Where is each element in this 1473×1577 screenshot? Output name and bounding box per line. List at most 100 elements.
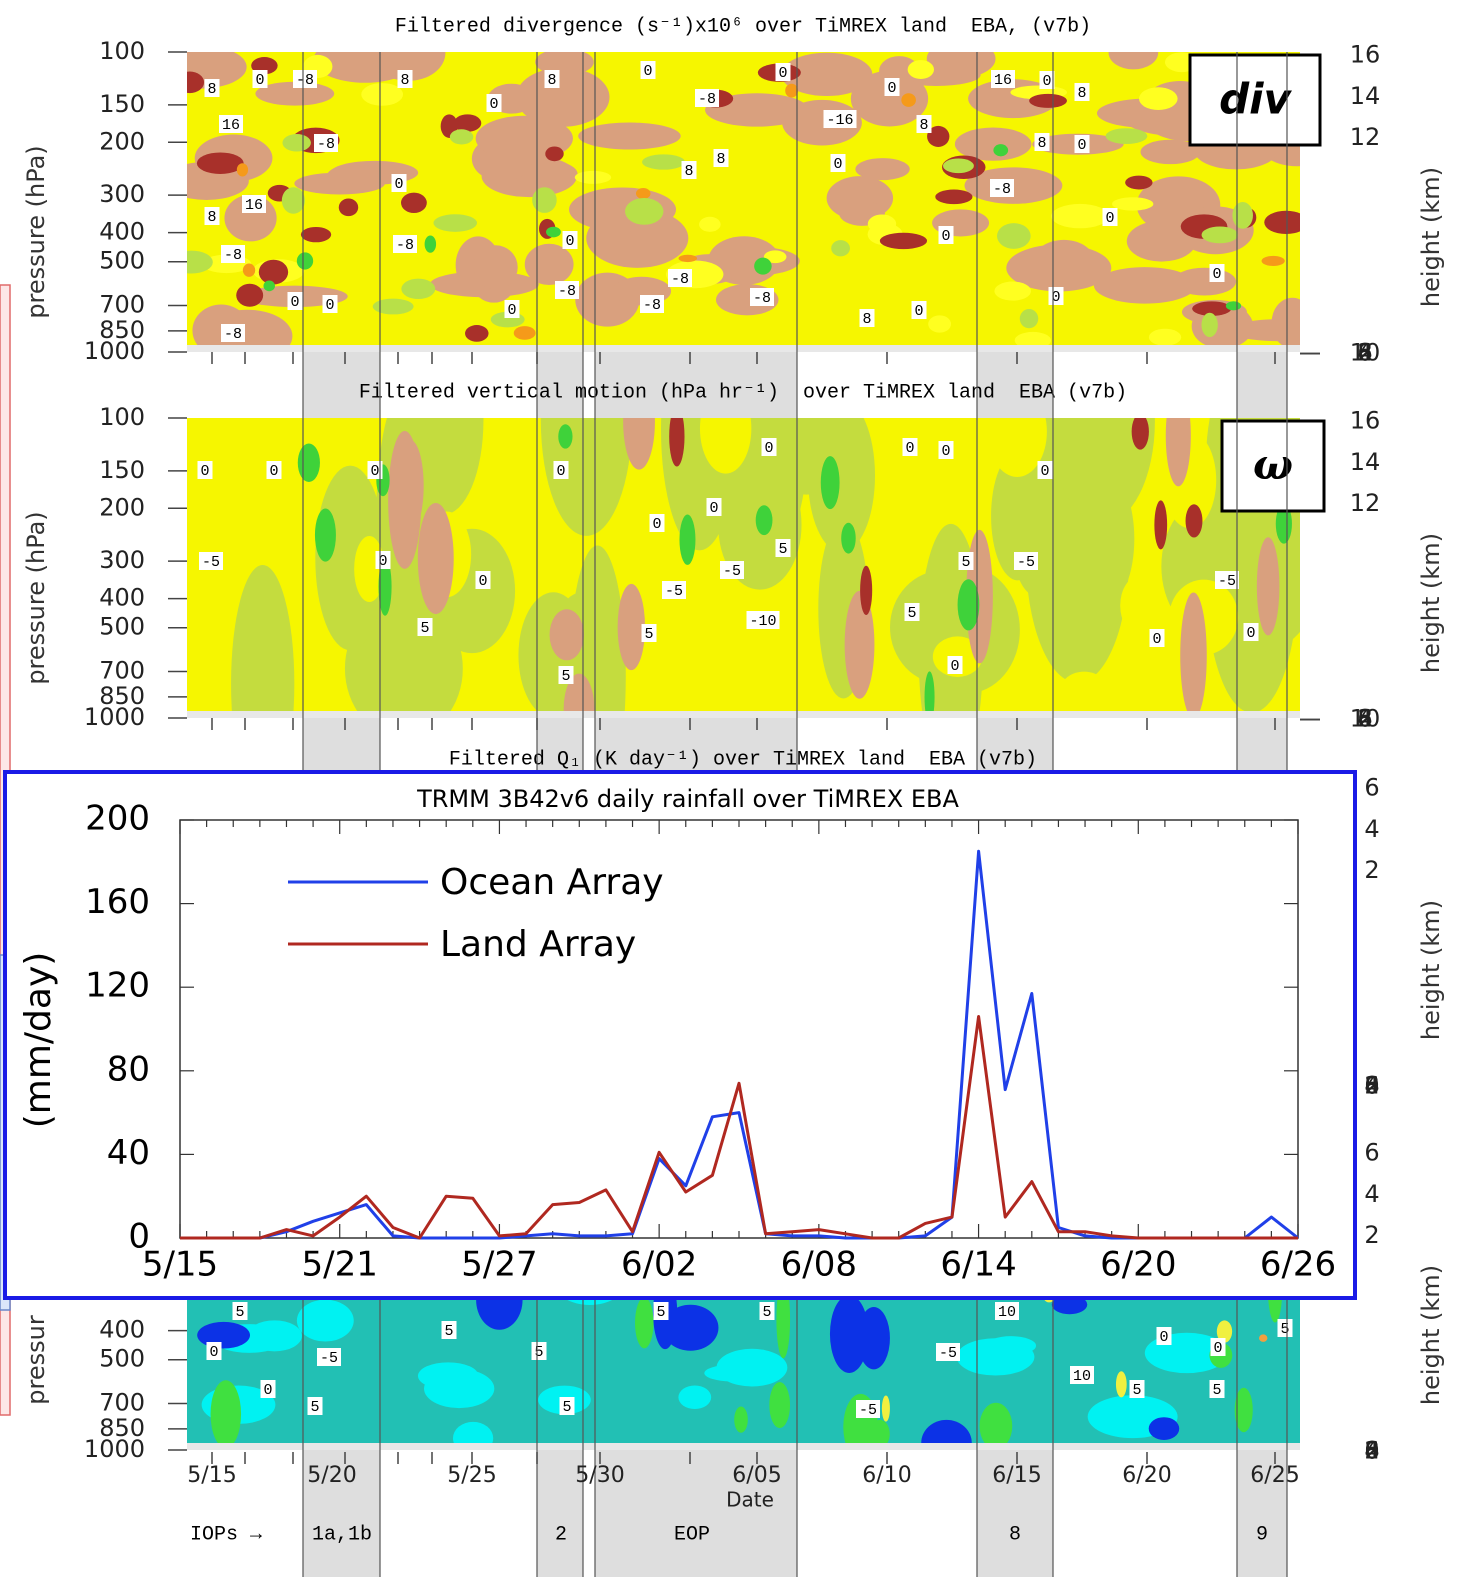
y-tick-label: 1000 bbox=[84, 703, 145, 731]
contour-label: 8 bbox=[862, 311, 871, 328]
y2-tick-label: 8 bbox=[1364, 1437, 1379, 1465]
contour-label: -5 bbox=[939, 1345, 957, 1362]
contour-label: 0 bbox=[1246, 625, 1255, 642]
x-tick-label: 6/26 bbox=[1260, 1245, 1336, 1285]
contour-label-box bbox=[775, 63, 791, 81]
contour-region bbox=[236, 163, 249, 177]
contour-region bbox=[820, 456, 840, 510]
y2-tick-label: 0 bbox=[1364, 1437, 1379, 1465]
contour-label: 0 bbox=[200, 463, 209, 480]
y2-tick-label: 4 bbox=[1357, 339, 1372, 367]
contour-region bbox=[242, 263, 256, 277]
contour-label: 8 bbox=[547, 72, 556, 89]
y-tick-label: 850 bbox=[99, 1414, 145, 1442]
contour-label: 0 bbox=[565, 233, 574, 250]
contour-label-box bbox=[884, 78, 900, 96]
contour-label: 0 bbox=[394, 176, 403, 193]
y-tick-label: 300 bbox=[99, 546, 145, 574]
contour-label-box bbox=[1034, 133, 1050, 151]
contour-region bbox=[236, 283, 264, 307]
y2-tick-label: 6 bbox=[1364, 1139, 1379, 1167]
contour-region bbox=[187, 71, 205, 94]
contour-region bbox=[453, 114, 482, 132]
contour-region bbox=[1050, 418, 1155, 524]
contour-label-box bbox=[995, 1302, 1019, 1320]
contour-region bbox=[844, 590, 875, 699]
contour-region bbox=[625, 198, 664, 225]
y2-tick-label: 6 bbox=[1364, 1072, 1379, 1100]
contour-label: 5 bbox=[534, 1344, 543, 1361]
contour-region bbox=[986, 1336, 1037, 1356]
contour-label: 5 bbox=[656, 1304, 665, 1321]
contour-region bbox=[1264, 210, 1300, 235]
contour-label-box bbox=[441, 1321, 457, 1339]
contour-region bbox=[296, 252, 314, 270]
y-axis-title: pressure (hPa) bbox=[22, 145, 50, 318]
contour-label: 8 bbox=[207, 81, 216, 98]
contour-region bbox=[251, 57, 278, 75]
contour-label-box bbox=[531, 1342, 547, 1360]
contour-label-box bbox=[1215, 571, 1239, 589]
contour-label: 8 bbox=[1077, 85, 1086, 102]
y2-tick-label: 4 bbox=[1364, 1072, 1379, 1100]
iop-name: 9 bbox=[1256, 1523, 1268, 1546]
contour-label: 8 bbox=[207, 209, 216, 226]
contour-label-box bbox=[252, 70, 268, 88]
contour-label: 8 bbox=[919, 117, 928, 134]
plot-bottom-strip bbox=[187, 711, 1300, 718]
contour-label: 0 bbox=[652, 516, 661, 533]
contour-label-box bbox=[1209, 1380, 1225, 1398]
iop-name: 2 bbox=[555, 1523, 567, 1546]
contour-label: 8 bbox=[1037, 135, 1046, 152]
contour-region bbox=[315, 465, 386, 651]
contour-region bbox=[907, 60, 934, 80]
contour-region bbox=[370, 52, 446, 81]
contour-label-box bbox=[859, 309, 875, 327]
y2-tick-label: 2 bbox=[1357, 339, 1372, 367]
contour-label: -8 bbox=[558, 283, 576, 300]
y-tick-label: 150 bbox=[99, 90, 145, 118]
contour-region bbox=[558, 424, 573, 449]
y2-tick-label: 16 bbox=[1350, 407, 1381, 435]
y-tick-label: 1000 bbox=[84, 337, 145, 365]
contour-label: 0 bbox=[507, 302, 516, 319]
contour-label: -5 bbox=[859, 1402, 877, 1419]
chart-title: TRMM 3B42v6 daily rainfall over TiMREX E… bbox=[416, 785, 959, 813]
contour-label-box bbox=[322, 295, 338, 313]
contour-region bbox=[1029, 93, 1067, 108]
y2-tick-label: 14 bbox=[1350, 82, 1381, 110]
contour-label-box bbox=[553, 461, 569, 479]
y2-tick-label: 4 bbox=[1364, 1437, 1379, 1465]
contour-label-box bbox=[640, 295, 664, 313]
contour-region bbox=[881, 1395, 890, 1422]
panel-title: Filtered divergence (s⁻¹)x10⁶ over TiMRE… bbox=[395, 15, 1091, 38]
contour-label: 10 bbox=[1073, 1368, 1091, 1385]
contour-label: -8 bbox=[296, 72, 314, 89]
contour-region bbox=[860, 565, 873, 616]
contour-region bbox=[546, 226, 561, 238]
contour-label-box bbox=[367, 461, 383, 479]
contour-label-box bbox=[317, 1348, 341, 1366]
contour-region bbox=[1154, 500, 1168, 550]
contour-label-box bbox=[562, 231, 578, 249]
y2-tick-label: 6 bbox=[1364, 1437, 1379, 1465]
contour-label: 0 bbox=[887, 80, 896, 97]
panel-tag: ω bbox=[1253, 440, 1293, 489]
contour-region bbox=[993, 144, 1009, 157]
contour-label: 0 bbox=[1040, 463, 1049, 480]
contour-region bbox=[574, 170, 612, 184]
x-tick-label: 5/15 bbox=[187, 1463, 236, 1488]
contour-region bbox=[763, 250, 787, 264]
plot-bottom-strip bbox=[187, 345, 1300, 352]
contour-label: 8 bbox=[400, 72, 409, 89]
contour-label: 0 bbox=[905, 440, 914, 457]
contour-region bbox=[927, 125, 950, 147]
contour-label: 0 bbox=[263, 1382, 272, 1399]
contour-region bbox=[1148, 1417, 1180, 1440]
contour-label-box bbox=[775, 539, 791, 557]
y2-tick-label: 8 bbox=[1364, 1072, 1379, 1100]
contour-label-box bbox=[936, 1343, 960, 1361]
contour-label-box bbox=[1156, 1327, 1172, 1345]
x-tick-label: 6/08 bbox=[781, 1245, 857, 1285]
